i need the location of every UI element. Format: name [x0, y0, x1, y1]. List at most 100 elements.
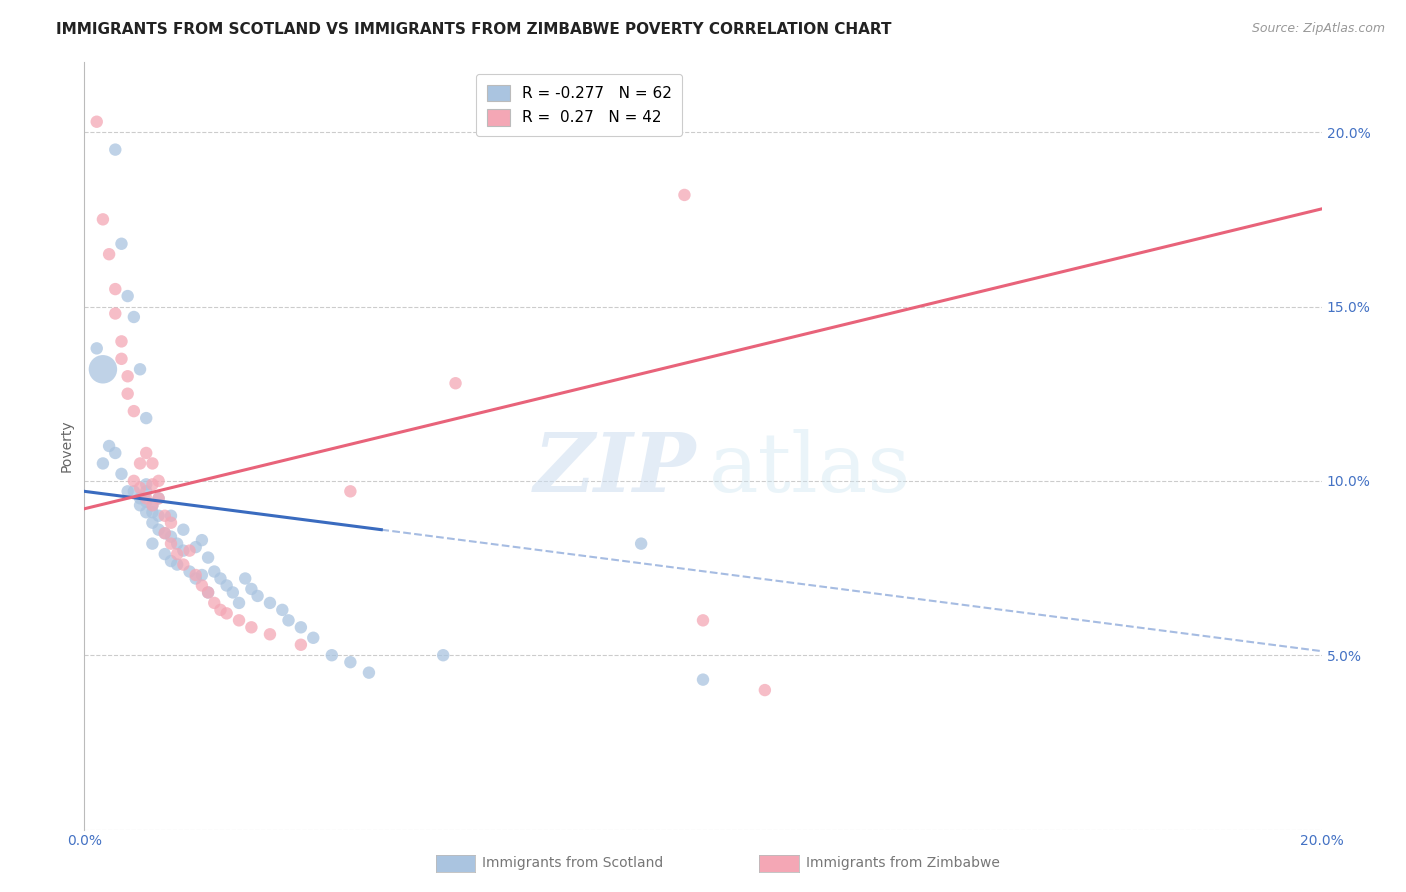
Point: [129, 481, 152, 495]
Point: [228, 613, 250, 627]
Text: Source: ZipAtlas.com: Source: ZipAtlas.com: [1251, 22, 1385, 36]
Point: [184, 572, 207, 586]
Point: [86, 114, 108, 128]
Point: [240, 620, 263, 634]
Point: [98, 247, 121, 261]
Text: ZIP: ZIP: [534, 429, 697, 509]
Point: [160, 508, 183, 523]
Point: [98, 439, 121, 453]
Point: [135, 495, 157, 509]
Point: [166, 558, 188, 572]
Point: [290, 620, 312, 634]
Point: [673, 188, 696, 202]
Point: [153, 508, 176, 523]
Point: [184, 568, 207, 582]
Point: [321, 648, 343, 663]
Point: [259, 596, 281, 610]
Point: [302, 631, 325, 645]
Point: [104, 282, 127, 296]
Point: [91, 457, 114, 471]
Point: [86, 342, 108, 356]
Point: [240, 582, 263, 596]
Point: [141, 498, 163, 512]
Point: [160, 554, 183, 568]
Point: [339, 655, 361, 669]
Point: [179, 565, 201, 579]
Point: [228, 596, 250, 610]
Point: [277, 613, 299, 627]
Point: [160, 516, 183, 530]
Text: IMMIGRANTS FROM SCOTLAND VS IMMIGRANTS FROM ZIMBABWE POVERTY CORRELATION CHART: IMMIGRANTS FROM SCOTLAND VS IMMIGRANTS F…: [56, 22, 891, 37]
Point: [357, 665, 380, 680]
Point: [122, 404, 145, 418]
Point: [191, 533, 214, 548]
Point: [630, 536, 652, 550]
Point: [110, 334, 132, 349]
Point: [122, 484, 145, 499]
Point: [135, 477, 157, 491]
Point: [191, 578, 214, 592]
Point: [117, 386, 139, 401]
Point: [692, 613, 714, 627]
Point: [122, 310, 145, 324]
Point: [222, 585, 245, 599]
Point: [148, 491, 170, 506]
Point: [209, 603, 232, 617]
Point: [202, 596, 225, 610]
Point: [135, 484, 157, 499]
Point: [91, 212, 114, 227]
Point: [166, 547, 188, 561]
Point: [444, 376, 467, 391]
Point: [271, 603, 294, 617]
Point: [104, 446, 127, 460]
Point: [135, 505, 157, 519]
Point: [692, 673, 714, 687]
Point: [141, 477, 163, 491]
Text: Immigrants from Zimbabwe: Immigrants from Zimbabwe: [806, 856, 1000, 871]
Point: [117, 369, 139, 384]
Point: [117, 484, 139, 499]
Point: [290, 638, 312, 652]
Point: [339, 484, 361, 499]
Point: [104, 143, 127, 157]
Point: [110, 236, 132, 251]
Point: [141, 457, 163, 471]
Text: Immigrants from Scotland: Immigrants from Scotland: [482, 856, 664, 871]
Point: [129, 498, 152, 512]
Point: [160, 530, 183, 544]
Point: [153, 547, 176, 561]
Text: atlas: atlas: [709, 429, 911, 509]
Point: [110, 467, 132, 481]
Point: [197, 585, 219, 599]
Point: [215, 607, 238, 621]
Point: [233, 572, 256, 586]
Point: [172, 523, 194, 537]
Point: [117, 289, 139, 303]
Point: [104, 306, 127, 320]
Point: [110, 351, 132, 366]
Point: [153, 526, 176, 541]
Point: [153, 526, 176, 541]
Point: [91, 362, 114, 376]
Point: [166, 536, 188, 550]
Legend: R = -0.277   N = 62, R =  0.27   N = 42: R = -0.277 N = 62, R = 0.27 N = 42: [477, 74, 682, 136]
Point: [209, 572, 232, 586]
Point: [141, 536, 163, 550]
Point: [129, 457, 152, 471]
Point: [259, 627, 281, 641]
Point: [122, 474, 145, 488]
Point: [148, 508, 170, 523]
Point: [148, 523, 170, 537]
Point: [172, 558, 194, 572]
Point: [129, 491, 152, 506]
Point: [202, 565, 225, 579]
Point: [246, 589, 269, 603]
Point: [160, 536, 183, 550]
Point: [148, 474, 170, 488]
Point: [148, 491, 170, 506]
Point: [184, 540, 207, 554]
Point: [197, 585, 219, 599]
Point: [191, 568, 214, 582]
Point: [135, 446, 157, 460]
Point: [172, 543, 194, 558]
